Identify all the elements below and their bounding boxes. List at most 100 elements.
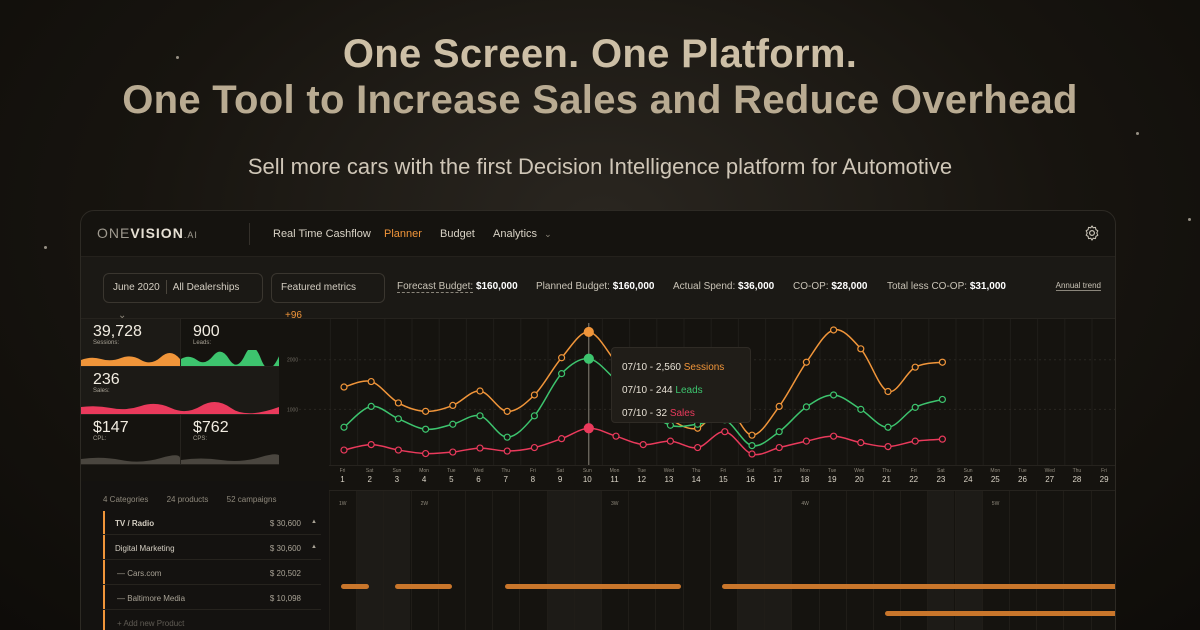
calendar-day[interactable]: Tue 19 xyxy=(819,468,846,484)
data-point-sales[interactable] xyxy=(530,443,538,452)
calendar-day[interactable]: Wed 20 xyxy=(846,468,873,484)
data-point-sessions[interactable] xyxy=(367,377,375,386)
tab-categories[interactable]: 4 Categories xyxy=(103,495,149,504)
campaign-bar[interactable] xyxy=(505,584,681,589)
campaign-bar[interactable] xyxy=(722,584,1115,589)
calendar-day[interactable]: Fri 29 xyxy=(1091,468,1115,484)
data-point-sales[interactable] xyxy=(340,446,348,454)
calendar-day[interactable]: Sun 24 xyxy=(955,468,982,484)
data-point-sessions[interactable] xyxy=(884,387,892,396)
planner-row-cars-com[interactable]: — Cars.com $ 20,502 xyxy=(103,561,321,585)
nav-item-budget[interactable]: Budget xyxy=(440,228,475,240)
metric-forecast-budget[interactable]: Forecast Budget: $160,000 xyxy=(397,281,518,293)
data-point-leads[interactable] xyxy=(558,370,566,378)
data-point-sales[interactable] xyxy=(911,437,919,445)
kpi-sessions[interactable]: 39,728 Sessions: xyxy=(81,319,180,367)
data-point-leads[interactable] xyxy=(829,391,838,399)
planner-row-baltimore-media[interactable]: — Baltimore Media $ 10,098 xyxy=(103,586,321,610)
calendar-day[interactable]: Thu 21 xyxy=(873,468,900,484)
data-point-sales[interactable] xyxy=(558,435,566,443)
data-point-sessions[interactable] xyxy=(340,383,348,391)
calendar-day[interactable]: Sun 3 xyxy=(383,468,410,484)
calendar-day[interactable]: Sun 17 xyxy=(764,468,791,484)
data-point-sales[interactable] xyxy=(367,441,375,449)
caret-up-icon[interactable]: ▲ xyxy=(311,519,317,525)
data-point-sales[interactable] xyxy=(612,432,620,440)
campaign-bar[interactable] xyxy=(885,611,1115,616)
calendar-day[interactable]: Wed 27 xyxy=(1036,468,1063,484)
calendar-day[interactable]: Fri 22 xyxy=(900,468,927,484)
data-point-sessions[interactable] xyxy=(558,354,566,362)
data-point-sessions[interactable] xyxy=(748,431,756,439)
data-point-leads[interactable] xyxy=(884,423,892,431)
data-point-leads[interactable] xyxy=(802,403,811,411)
data-point-leads[interactable] xyxy=(422,425,430,433)
data-point-sales[interactable] xyxy=(694,443,702,452)
data-point-sales[interactable] xyxy=(748,450,756,458)
data-point-sessions[interactable] xyxy=(802,358,811,366)
gear-icon[interactable] xyxy=(1083,224,1101,242)
featured-metrics-button[interactable]: Featured metrics +96 xyxy=(271,273,385,321)
data-point-sales[interactable] xyxy=(639,441,647,449)
calendar-day[interactable]: Tue 26 xyxy=(1009,468,1036,484)
data-point-sales[interactable] xyxy=(857,439,865,447)
calendar-day[interactable]: Sat 23 xyxy=(927,468,954,484)
tab-campaigns[interactable]: 52 campaigns xyxy=(226,495,277,504)
data-point-sessions[interactable] xyxy=(530,391,538,399)
data-point-leads[interactable] xyxy=(530,412,538,420)
kpi-leads[interactable]: 900 Leads: xyxy=(180,319,279,367)
nav-item-planner[interactable]: Planner xyxy=(384,228,422,240)
data-point-leads[interactable] xyxy=(449,420,457,428)
calendar-day[interactable]: Wed 13 xyxy=(655,468,682,484)
calendar-day[interactable]: Tue 12 xyxy=(628,468,655,484)
data-point-sales[interactable] xyxy=(583,423,594,434)
data-point-sales[interactable] xyxy=(449,448,457,456)
data-point-sales[interactable] xyxy=(829,432,838,440)
data-point-leads[interactable] xyxy=(911,403,919,411)
data-point-leads[interactable] xyxy=(503,433,511,441)
data-point-sales[interactable] xyxy=(422,449,430,458)
calendar-day[interactable]: Sat 16 xyxy=(737,468,764,484)
data-point-sales[interactable] xyxy=(938,435,947,443)
data-point-sessions[interactable] xyxy=(829,326,838,334)
calendar-day[interactable]: Wed 6 xyxy=(465,468,492,484)
kpi-sales[interactable]: 236 Sales: xyxy=(81,367,279,415)
data-point-leads[interactable] xyxy=(367,402,375,410)
data-point-sales[interactable] xyxy=(666,437,674,445)
calendar-day[interactable]: Sat 2 xyxy=(356,468,383,484)
period-dealership-selector[interactable]: June 2020 All Dealerships ⌄ xyxy=(103,273,263,321)
campaign-bar[interactable] xyxy=(395,584,452,589)
data-point-sessions[interactable] xyxy=(503,407,511,415)
data-point-leads[interactable] xyxy=(938,395,947,404)
logo[interactable]: ONEVISION.AI xyxy=(97,225,198,241)
calendar-day[interactable]: Mon 4 xyxy=(411,468,438,484)
data-point-leads[interactable] xyxy=(340,423,348,431)
campaign-bar[interactable] xyxy=(341,584,369,589)
planner-row-tv-radio[interactable]: TV / Radio $ 30,600 ▲ xyxy=(103,511,321,535)
data-point-sessions[interactable] xyxy=(449,401,457,410)
data-point-leads[interactable] xyxy=(476,412,484,420)
data-point-leads[interactable] xyxy=(748,441,756,450)
data-point-sessions[interactable] xyxy=(857,345,865,353)
calendar-day[interactable]: Thu 14 xyxy=(683,468,710,484)
data-point-sessions[interactable] xyxy=(775,402,783,410)
kpi-cps[interactable]: $762 CPS: xyxy=(180,415,279,465)
calendar-day[interactable]: Mon 18 xyxy=(791,468,818,484)
calendar-day[interactable]: Fri 1 xyxy=(329,468,356,484)
campaign-timeline[interactable]: 1W 2W 3W 4W 5W xyxy=(329,491,1115,630)
annual-trend-link[interactable]: Annual trend xyxy=(1055,281,1101,291)
data-point-sales[interactable] xyxy=(884,442,892,451)
calendar-day[interactable]: Thu 7 xyxy=(492,468,519,484)
calendar-day[interactable]: Mon 11 xyxy=(601,468,628,484)
data-point-sessions[interactable] xyxy=(394,399,403,407)
nav-item-real-time-cashflow[interactable]: Real Time Cashflow xyxy=(273,228,371,240)
calendar-day[interactable]: Sun 10 xyxy=(574,468,601,484)
data-point-sales[interactable] xyxy=(476,444,484,452)
data-point-sales[interactable] xyxy=(394,446,403,454)
data-point-sales[interactable] xyxy=(721,428,729,436)
tab-products[interactable]: 24 products xyxy=(166,495,209,504)
nav-item-analytics[interactable]: Analytics ⌄ xyxy=(493,228,552,240)
data-point-sessions[interactable] xyxy=(938,358,947,366)
data-point-sessions[interactable] xyxy=(911,363,919,371)
data-point-sessions[interactable] xyxy=(476,387,484,395)
